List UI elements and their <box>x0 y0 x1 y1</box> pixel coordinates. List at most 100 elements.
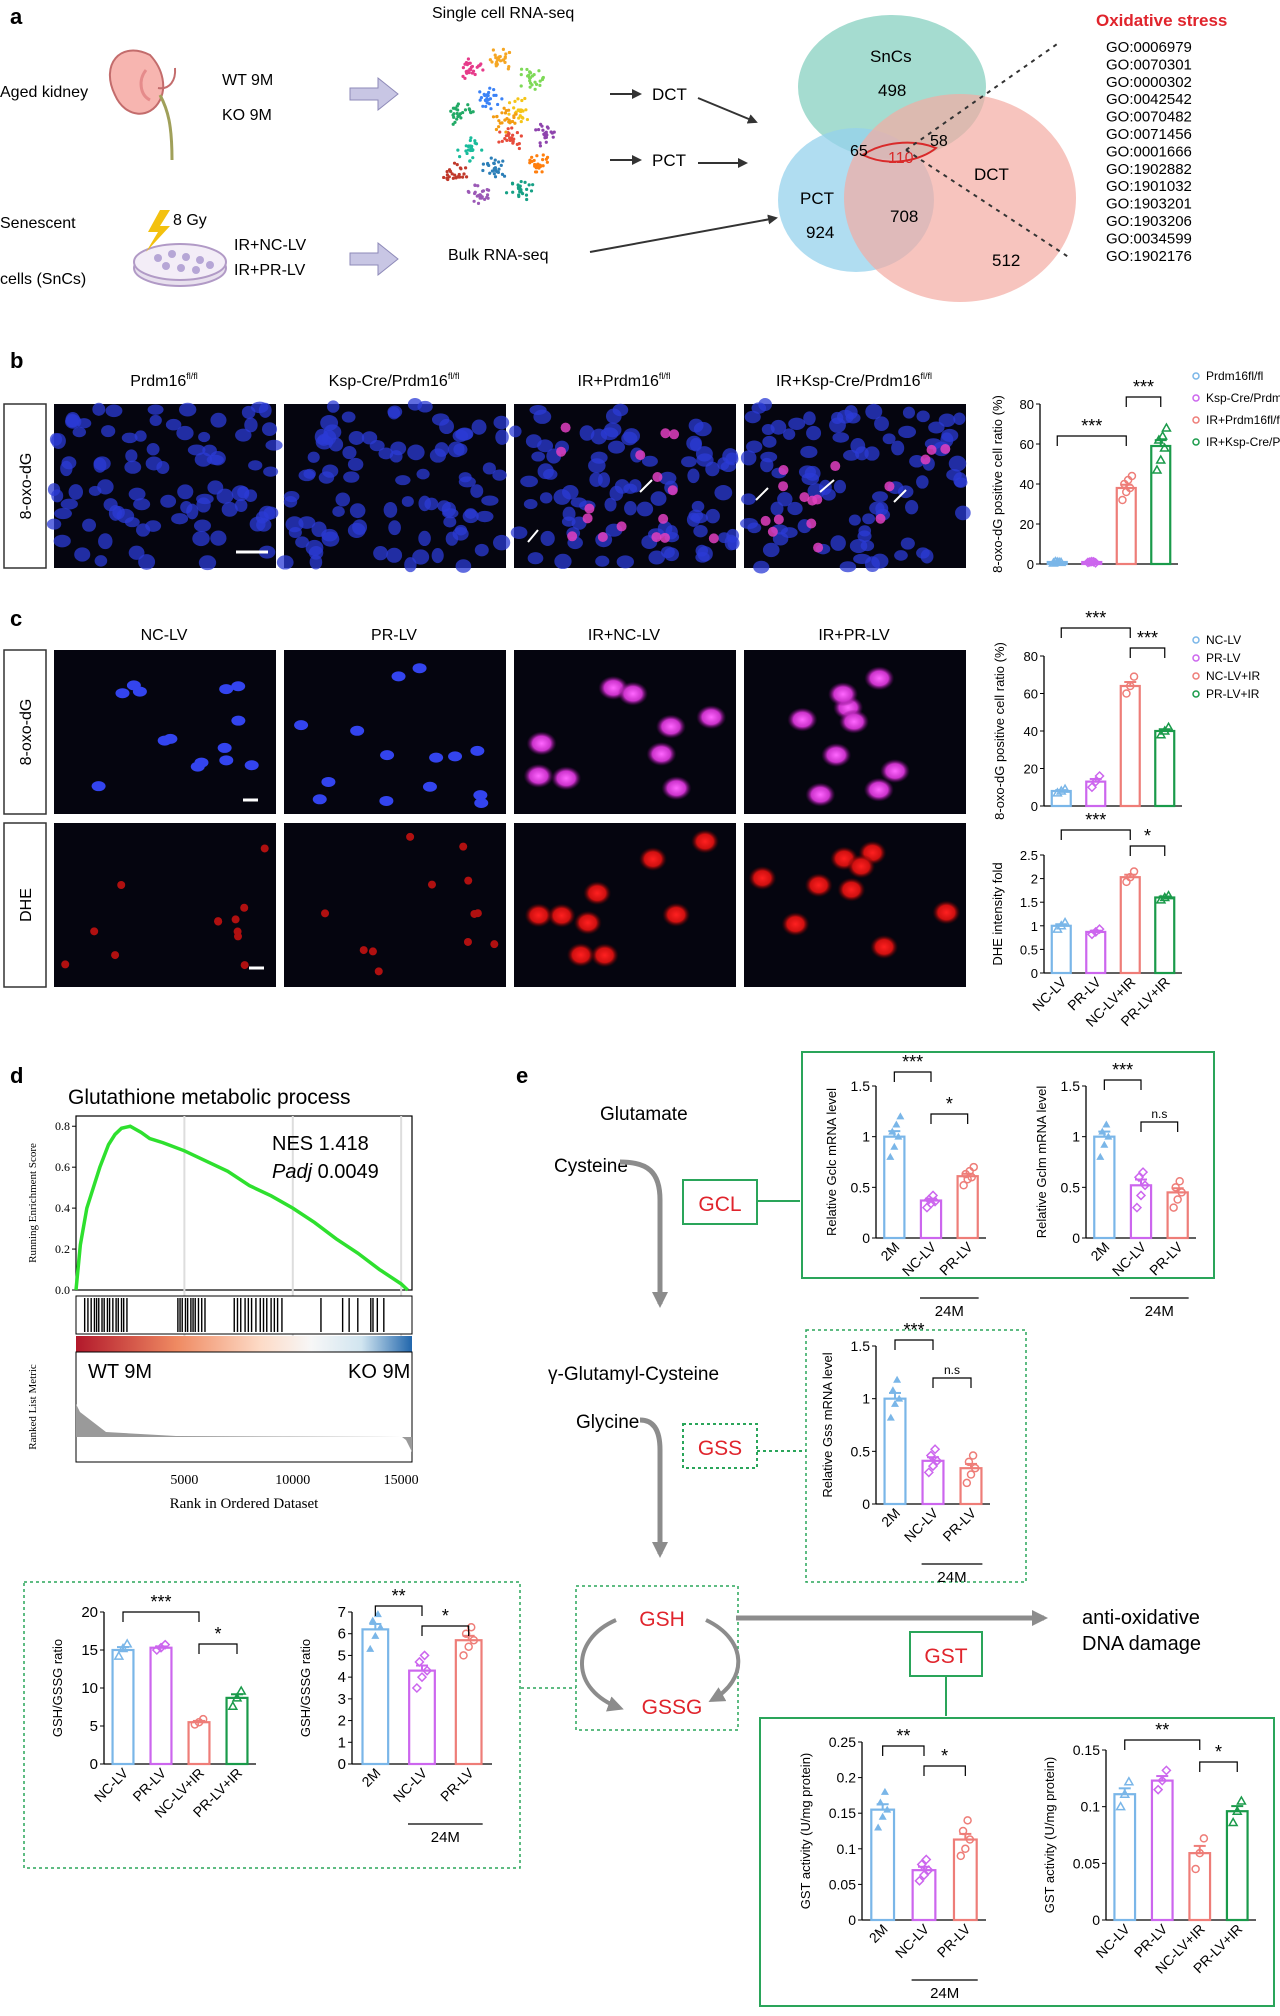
nucleus <box>853 553 871 564</box>
umap-point <box>486 162 490 166</box>
venn-n-all: 110 <box>888 150 914 167</box>
significance-bracket <box>932 1377 972 1388</box>
micrograph-b-4 <box>740 398 971 574</box>
aged-kidney-label: Aged kidney <box>0 84 88 101</box>
data-point <box>368 1616 377 1624</box>
umap-point <box>455 117 459 121</box>
umap-point <box>473 183 477 187</box>
panel-c-micrographs <box>54 650 966 987</box>
data-point <box>366 1644 375 1652</box>
nucleus <box>235 428 252 442</box>
bar <box>921 1459 945 1506</box>
nucleus <box>695 446 713 462</box>
umap-point <box>481 104 485 108</box>
chart-8oxodg-kidney: 0 20 40 60 80 8-oxo-dG positive cell ratio (%… <box>990 369 1280 573</box>
go-term: GO:1902176 <box>1106 248 1192 265</box>
positive-nucleus <box>920 454 931 465</box>
nucleus <box>470 484 484 498</box>
significance-bracket <box>930 1113 969 1124</box>
umap-point <box>512 115 516 120</box>
significance-bracket <box>1199 1761 1238 1772</box>
data-point <box>1171 1183 1180 1192</box>
nucleus <box>443 516 457 528</box>
panel-c-image-titles: NC-LV PR-LV IR+NC-LV IR+PR-LV <box>141 627 890 644</box>
positive-nucleus <box>884 481 895 492</box>
dhe-signal <box>427 880 436 889</box>
go-term: GO:0034599 <box>1106 230 1192 247</box>
gsea-hits-frame <box>75 1295 413 1335</box>
data-point <box>113 1650 125 1660</box>
umap-point <box>544 157 548 161</box>
nucleus <box>298 516 316 529</box>
umap-point <box>507 112 511 116</box>
nucleus <box>422 781 437 792</box>
nucleus <box>412 549 430 565</box>
umap-point <box>541 75 545 80</box>
data-point <box>1236 1795 1247 1805</box>
panel-c: c 8-oxo-dG DHE NC-LV PR-LV IR+NC-LV IR+PR-L… <box>3 606 1260 1030</box>
umap-plot <box>442 47 556 206</box>
umap-point <box>503 118 507 122</box>
nucleus <box>783 428 796 440</box>
data-point <box>227 1700 239 1710</box>
umap-point <box>497 167 501 171</box>
umap-point <box>502 174 507 178</box>
umap-point <box>465 63 469 67</box>
umap-point <box>530 155 534 159</box>
nucleus <box>905 499 919 515</box>
y-tick-label: 4 <box>338 1669 346 1686</box>
nucleus <box>803 411 816 426</box>
positive-nucleus <box>940 444 951 455</box>
significance-label: *** <box>1137 628 1158 648</box>
nucleus <box>295 536 309 548</box>
nucleus <box>788 417 806 430</box>
umap-point <box>466 103 470 107</box>
positive-nucleus <box>646 742 677 767</box>
nucleus <box>882 433 896 445</box>
nucleus <box>832 432 850 443</box>
image-title-c: NC-LV <box>141 627 188 644</box>
positive-nucleus <box>806 518 817 529</box>
nucleus <box>265 439 283 451</box>
umap-point <box>486 98 490 102</box>
umap-point <box>506 67 510 71</box>
y-tick-label: 0 <box>862 1496 870 1512</box>
umap-point <box>527 183 531 187</box>
nucleus <box>145 456 163 471</box>
dhe-signal <box>260 844 269 853</box>
nucleus <box>787 501 803 516</box>
data-point <box>461 1629 471 1638</box>
nucleus <box>190 761 205 772</box>
nucleus <box>407 444 425 461</box>
arrow-dct-to-venn <box>697 97 758 124</box>
gss-box <box>682 1423 758 1469</box>
umap-point <box>456 148 460 152</box>
umap-point <box>519 67 524 71</box>
dhe-signal <box>547 903 576 928</box>
cycle-arrow-left <box>580 1618 624 1712</box>
data-point <box>883 1805 892 1813</box>
umap-point <box>543 132 548 136</box>
umap-point <box>504 134 508 138</box>
dhe-signal <box>459 842 468 851</box>
y-tick-label: 6 <box>338 1626 346 1643</box>
nucleus <box>217 742 232 753</box>
y-tick-label: 20 <box>81 1604 98 1621</box>
nucleus <box>869 501 885 515</box>
umap-point <box>511 141 515 145</box>
umap-point <box>469 136 473 140</box>
micrograph-b-1 <box>46 401 283 571</box>
nucleus <box>128 545 145 560</box>
micrograph-b-2 <box>276 398 511 573</box>
umap-point <box>476 184 480 188</box>
significance-label: *** <box>150 1592 171 1612</box>
nucleus <box>210 412 227 428</box>
umap-point <box>471 110 475 114</box>
data-point <box>1159 442 1170 452</box>
dhe-signal <box>524 903 553 928</box>
umap-point <box>494 127 499 132</box>
nucleus <box>588 458 606 474</box>
legend-label: NC-LV <box>1206 633 1241 647</box>
category-label: 2M <box>358 1765 383 1790</box>
data-point <box>1151 464 1163 474</box>
